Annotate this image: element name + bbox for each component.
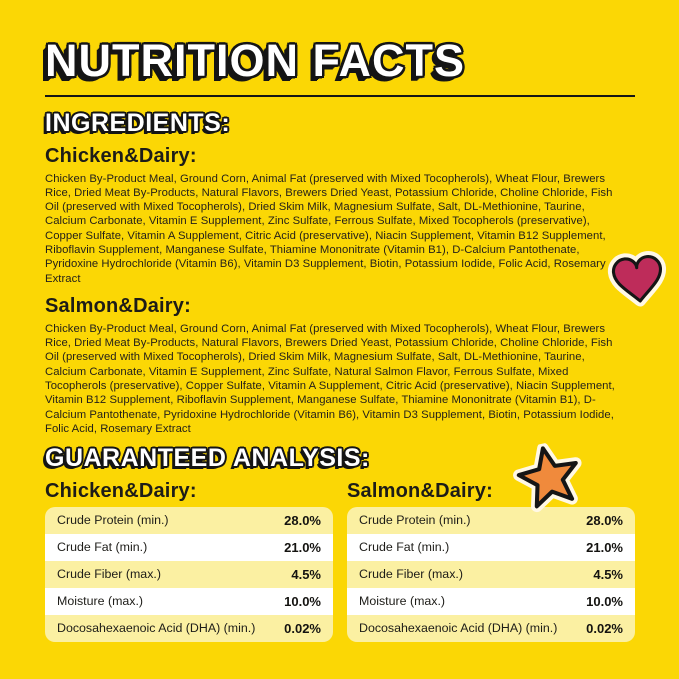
row-label: Crude Fiber (max.) — [57, 567, 161, 582]
row-value: 10.0% — [586, 593, 623, 609]
row-value: 21.0% — [284, 539, 321, 555]
ingredients-salmon-dairy-text: Chicken By-Product Meal, Ground Corn, An… — [45, 322, 615, 435]
row-value: 0.02% — [586, 620, 623, 636]
row-value: 4.5% — [291, 566, 321, 582]
row-value: 21.0% — [586, 539, 623, 555]
table-row: Crude Fiber (max.) 4.5% — [347, 560, 635, 588]
row-value: 4.5% — [593, 566, 623, 582]
salmon-dairy-analysis: Salmon&Dairy: Crude Protein (min.) 28.0%… — [347, 480, 635, 642]
row-label: Docosahexaenoic Acid (DHA) (min.) — [359, 621, 558, 636]
row-label: Crude Fat (min.) — [57, 540, 148, 555]
salmon-dairy-table: Crude Protein (min.) 28.0% Crude Fat (mi… — [347, 506, 635, 642]
row-label: Crude Fiber (max.) — [359, 567, 463, 582]
row-label: Moisture (max.) — [57, 594, 144, 609]
page-title: NUTRITION FACTS — [44, 35, 465, 86]
chicken-dairy-table: Crude Protein (min.) 28.0% Crude Fat (mi… — [45, 506, 333, 642]
table-row: Crude Protein (min.) 28.0% — [45, 506, 333, 534]
row-label: Crude Fat (min.) — [359, 540, 450, 555]
row-label: Docosahexaenoic Acid (DHA) (min.) — [57, 621, 256, 636]
ingredients-chicken-dairy-text: Chicken By-Product Meal, Ground Corn, An… — [45, 172, 613, 285]
ingredients-salmon-dairy-heading: Salmon&Dairy: — [45, 294, 191, 317]
ingredients-heading: INGREDIENTS: — [44, 109, 231, 138]
table-row: Crude Fiber (max.) 4.5% — [45, 560, 333, 588]
title-divider — [45, 95, 635, 97]
table-row: Docosahexaenoic Acid (DHA) (min.) 0.02% — [347, 614, 635, 642]
star-icon — [513, 442, 582, 513]
table-row: Crude Protein (min.) 28.0% — [347, 506, 635, 534]
row-value: 28.0% — [586, 512, 623, 528]
guaranteed-analysis-tables: Chicken&Dairy: Crude Protein (min.) 28.0… — [45, 480, 635, 642]
row-label: Crude Protein (min.) — [57, 513, 169, 528]
row-value: 28.0% — [284, 512, 321, 528]
table-row: Docosahexaenoic Acid (DHA) (min.) 0.02% — [45, 614, 333, 642]
table-row: Moisture (max.) 10.0% — [45, 587, 333, 615]
guaranteed-analysis-section: GUARANTEED ANALYSIS: Chicken&Dairy: Crud… — [44, 444, 635, 642]
row-label: Moisture (max.) — [359, 594, 446, 609]
heart-icon — [607, 251, 666, 307]
guaranteed-analysis-heading: GUARANTEED ANALYSIS: — [44, 444, 370, 473]
table-row: Moisture (max.) 10.0% — [347, 587, 635, 615]
table-row: Crude Fat (min.) 21.0% — [347, 533, 635, 561]
ingredients-chicken-dairy-heading: Chicken&Dairy: — [45, 144, 197, 167]
row-label: Crude Protein (min.) — [359, 513, 471, 528]
row-value: 0.02% — [284, 620, 321, 636]
chicken-dairy-analysis: Chicken&Dairy: Crude Protein (min.) 28.0… — [45, 480, 333, 642]
row-value: 10.0% — [284, 593, 321, 609]
table-row: Crude Fat (min.) 21.0% — [45, 533, 333, 561]
salmon-dairy-table-heading: Salmon&Dairy: — [347, 479, 493, 502]
chicken-dairy-table-heading: Chicken&Dairy: — [45, 479, 197, 502]
